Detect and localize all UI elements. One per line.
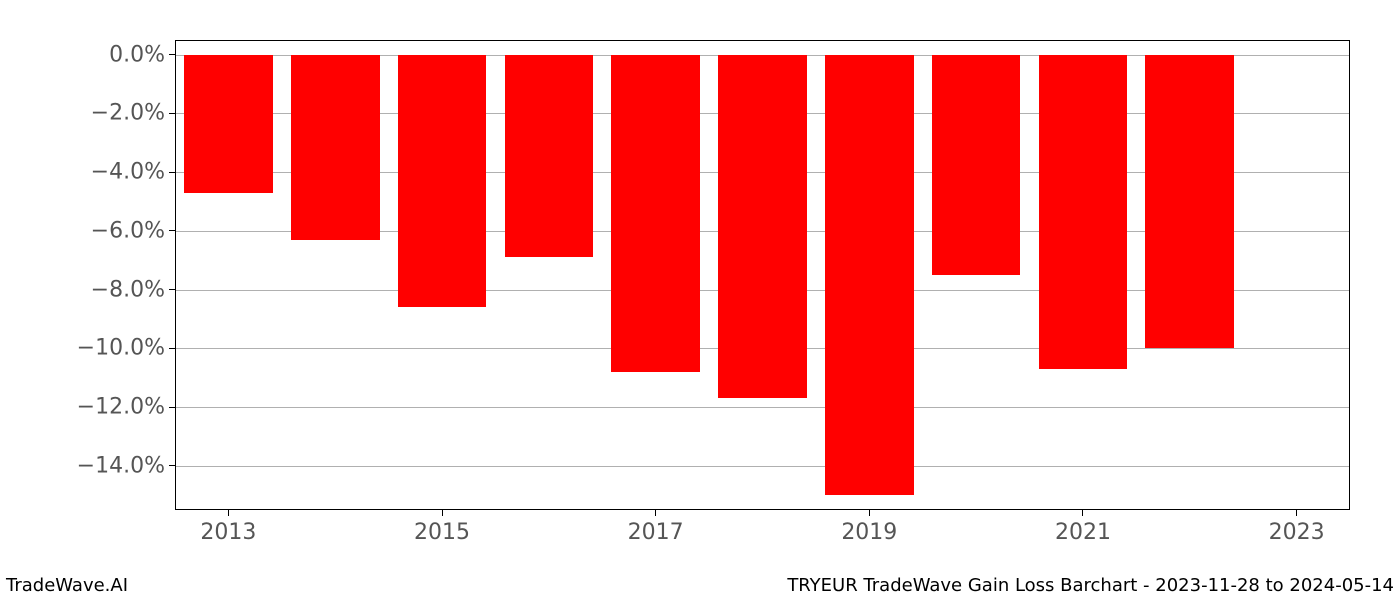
bar [825, 55, 914, 496]
footer-right: TRYEUR TradeWave Gain Loss Barchart - 20… [787, 575, 1394, 596]
bar [291, 55, 380, 240]
bar [398, 55, 487, 308]
xtick-label: 2021 [1055, 510, 1111, 545]
gridline [175, 466, 1350, 467]
ytick-label: 0.0% [109, 42, 175, 67]
ytick-label: −14.0% [77, 453, 175, 478]
bar [505, 55, 594, 258]
bar [1039, 55, 1128, 369]
ytick-label: −2.0% [91, 101, 175, 126]
xtick-label: 2019 [841, 510, 897, 545]
bar [718, 55, 807, 399]
xtick-label: 2023 [1269, 510, 1325, 545]
ytick-label: −10.0% [77, 336, 175, 361]
spine-top [175, 40, 1350, 41]
bar [184, 55, 273, 193]
plot-area: 0.0%−2.0%−4.0%−6.0%−8.0%−10.0%−12.0%−14.… [175, 40, 1350, 510]
xtick-label: 2017 [628, 510, 684, 545]
ytick-label: −8.0% [91, 277, 175, 302]
bar [1145, 55, 1234, 349]
xtick-label: 2013 [200, 510, 256, 545]
chart-container: 0.0% −2.0% −4.0% −6.0% −8.0% −10.0% −12.0% −14.… [0, 0, 1400, 600]
spine-right [1349, 40, 1350, 510]
spine-bottom [175, 509, 1350, 510]
ytick-label: −6.0% [91, 218, 175, 243]
ytick-label: −12.0% [77, 395, 175, 420]
xtick-label: 2015 [414, 510, 470, 545]
ytick-label: −4.0% [91, 160, 175, 185]
bar [932, 55, 1021, 275]
spine-left [175, 40, 176, 510]
bar [611, 55, 700, 372]
gridline [175, 407, 1350, 408]
footer-left: TradeWave.AI [6, 575, 128, 596]
